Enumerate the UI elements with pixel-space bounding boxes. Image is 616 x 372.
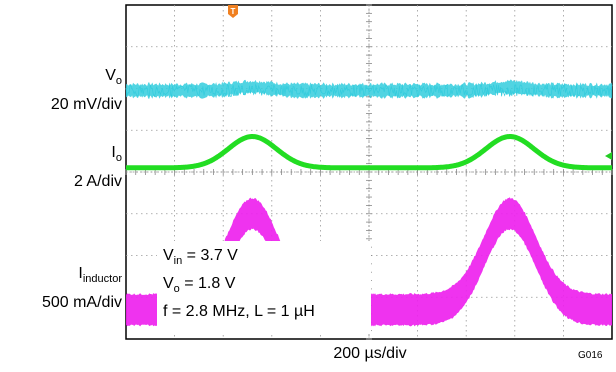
io-label: Io	[111, 144, 122, 164]
vo-annotation: Vo = 1.8 V	[163, 275, 236, 295]
io-trace	[124, 134, 614, 171]
io-level-marker	[605, 152, 612, 160]
vo-label: Vo	[105, 67, 122, 87]
inductor-label: Iinductor	[78, 265, 122, 285]
traces	[124, 79, 614, 327]
annotation-box	[157, 241, 371, 333]
inductor-scale: 500 mA/div	[41, 294, 122, 311]
x-scale-label: 200 µs/div	[333, 345, 407, 362]
trigger-marker: T	[228, 5, 238, 18]
freq-annotation: f = 2.8 MHz, L = 1 µH	[163, 303, 315, 320]
vo-trace	[126, 79, 612, 99]
io-scale: 2 A/div	[73, 173, 122, 190]
figure-id: G016	[578, 350, 603, 361]
vo-noise	[125, 83, 613, 98]
inductor-trace	[126, 197, 612, 327]
vin-annotation: Vin = 3.7 V	[163, 247, 238, 267]
trigger-label: T	[231, 7, 236, 16]
vo-scale: 20 mV/div	[50, 96, 122, 113]
